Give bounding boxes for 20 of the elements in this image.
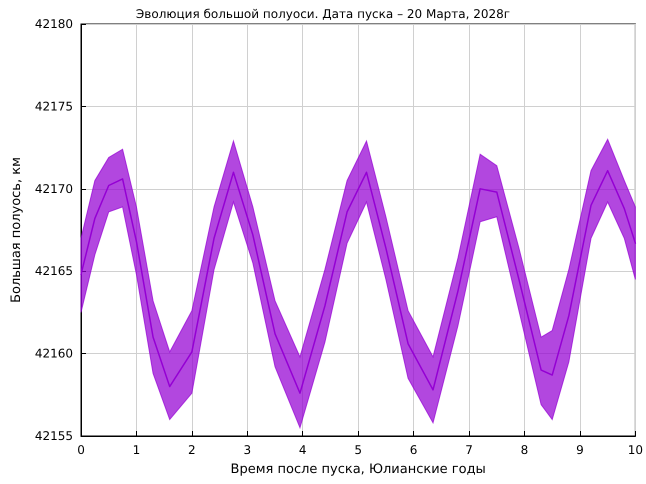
- x-tick-label: 10: [628, 443, 644, 457]
- y-axis-title: Большая полуось, км: [9, 157, 24, 303]
- x-tick-label: 0: [77, 443, 85, 457]
- x-tick-label: 6: [410, 443, 418, 457]
- x-tick-label: 5: [354, 443, 362, 457]
- x-tick-label: 2: [188, 443, 196, 457]
- x-tick-label: 1: [132, 443, 140, 457]
- x-tick-label: 3: [243, 443, 252, 457]
- y-tick-label: 42165: [34, 264, 73, 278]
- y-tick-label: 42180: [34, 17, 73, 31]
- x-tick-label: 9: [576, 443, 584, 457]
- x-axis-title: Время после пуска, Юлианские годы: [230, 462, 486, 477]
- y-tick-label: 42175: [34, 99, 73, 114]
- y-tick-label: 42155: [34, 429, 73, 443]
- x-tick-label: 8: [520, 443, 528, 457]
- x-tick-label: 7: [465, 443, 473, 457]
- x-tick-label: 4: [298, 443, 307, 457]
- y-tick-label: 42160: [34, 346, 73, 361]
- chart-title: Эволюция большой полуоси. Дата пуска – 20 Марта, 2028г: [136, 7, 510, 21]
- y-tick-label: 42170: [34, 182, 73, 196]
